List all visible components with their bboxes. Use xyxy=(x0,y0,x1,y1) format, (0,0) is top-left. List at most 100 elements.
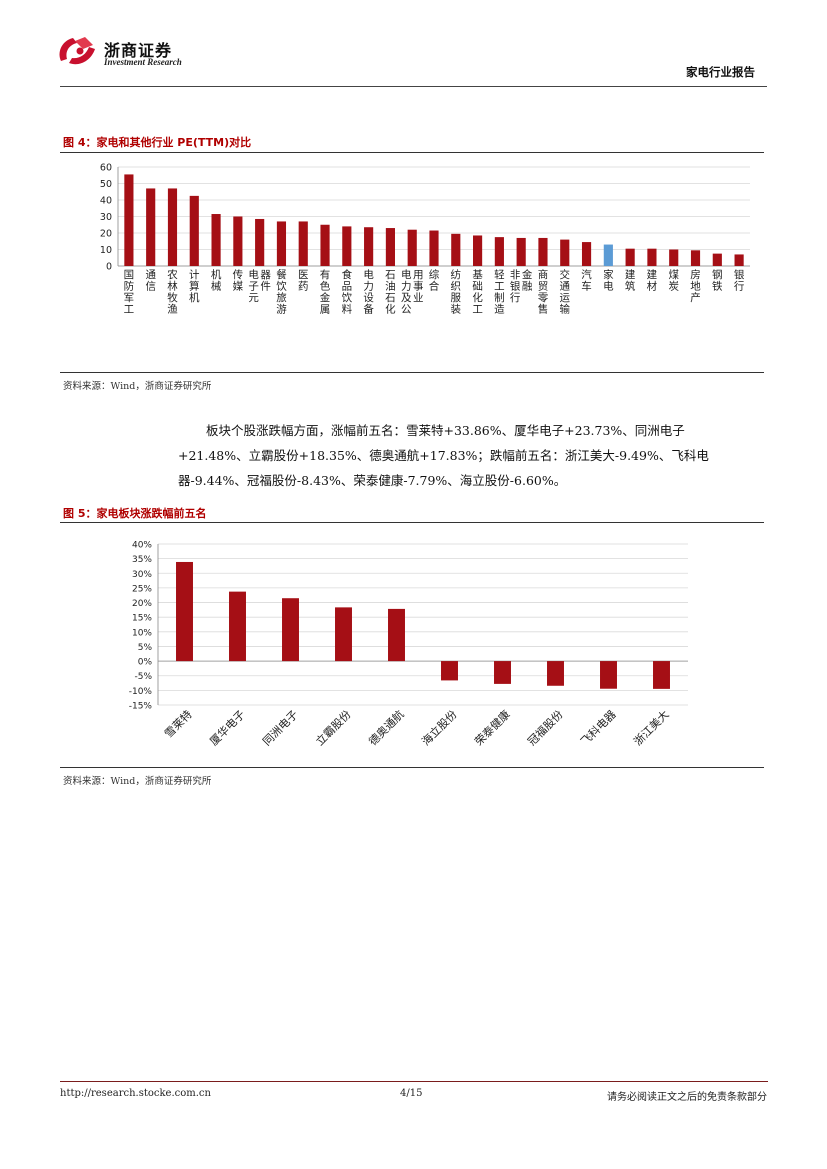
x-tick-label: 计算机 xyxy=(189,268,200,304)
bar xyxy=(653,661,670,689)
x-tick-label: 荣泰健康 xyxy=(472,707,513,748)
bar xyxy=(712,253,722,266)
y-tick-label: 30 xyxy=(100,212,112,223)
bar xyxy=(603,244,613,266)
y-tick-label: 10 xyxy=(100,245,112,256)
y-tick-label: 60 xyxy=(100,163,112,174)
x-tick-label: 机械 xyxy=(211,268,222,293)
bar xyxy=(388,608,405,662)
y-tick-label: 25% xyxy=(132,584,152,594)
x-tick-label: 冠福股份 xyxy=(525,707,566,748)
x-tick-label: 浙江美大 xyxy=(631,707,672,748)
x-tick-label: 传媒 xyxy=(233,269,244,293)
x-tick-label: 纺织服装 xyxy=(451,268,462,316)
x-tick-label: 建筑 xyxy=(625,268,636,293)
bar xyxy=(124,174,134,266)
report-type-label: 家电行业报告 xyxy=(686,65,755,79)
bar xyxy=(255,218,265,266)
footer-url-link[interactable]: http://research.stocke.com.cn xyxy=(60,1088,211,1099)
bar xyxy=(211,214,221,266)
bar xyxy=(282,598,299,662)
bar xyxy=(669,249,679,266)
x-tick-label: 基础化工 xyxy=(472,268,483,316)
header-divider xyxy=(60,86,767,87)
x-tick-label: 煤炭 xyxy=(668,268,679,293)
y-tick-label: 0% xyxy=(138,658,153,668)
brand-name: 浙商证券 xyxy=(104,41,173,60)
bar xyxy=(146,188,156,266)
brand-english-name: Investment Research xyxy=(104,57,182,67)
x-tick-label: 电力设备 xyxy=(363,268,374,316)
paragraph-line-2: +21.48%、立霸股份+18.35%、德奥通航+17.83%；跌幅前五名：浙江… xyxy=(178,448,709,463)
page-header: 浙商证券 Investment Research 家电行业报告 xyxy=(0,0,827,90)
paragraph-line-3: 器-9.44%、冠福股份-8.43%、荣泰健康-7.79%、海立股份-6.60%… xyxy=(178,473,567,488)
y-tick-label: 40% xyxy=(132,541,152,551)
x-tick-label: 商贸零售 xyxy=(538,268,549,316)
bar xyxy=(473,235,483,266)
bar xyxy=(167,188,178,266)
figure4-chart: 0 10 20 30 40 50 60 国防军工 通信农林牧渔计算机机械传媒电子元器件餐饮旅游医… xyxy=(100,163,750,316)
footer-divider xyxy=(60,1081,768,1082)
figure5-bottom-rule xyxy=(60,767,764,768)
bar xyxy=(342,226,352,266)
x-tick-label: 厦华电子 xyxy=(207,707,248,748)
x-tick-label: 海立股份 xyxy=(419,707,460,748)
x-tick-label: 电力及公 xyxy=(401,268,412,316)
y-tick-label: -5% xyxy=(134,672,152,682)
disclaimer-note: 请务必阅读正文之后的免责条款部分 xyxy=(607,1092,767,1103)
bar xyxy=(647,248,657,266)
figure5-chart: -15% -10% -5% 0% 5% 10% 15% 20% 25% 30% 35% 40% 雪莱特厦… xyxy=(129,541,688,748)
zheshang-logo-icon xyxy=(59,37,95,65)
figure4-top-rule xyxy=(60,152,764,153)
bar xyxy=(494,661,511,684)
y-tick-label: 50 xyxy=(100,179,112,190)
x-tick-label: 同洲电子 xyxy=(260,708,300,748)
bar xyxy=(560,239,570,266)
paragraph-line-1: 板块个股涨跌幅方面，涨幅前五名：雪莱特+33.86%、厦华电子+23.73%、同… xyxy=(206,423,685,438)
bar xyxy=(189,195,199,266)
x-tick-label: 交通运输 xyxy=(560,268,571,316)
bar xyxy=(600,661,617,689)
bar xyxy=(176,561,193,662)
x-tick-label: 器件 xyxy=(260,269,271,293)
x-tick-label: 用事业 xyxy=(413,269,424,304)
bar xyxy=(538,237,548,266)
x-tick-label: 国防军工 xyxy=(124,269,134,316)
body-paragraph: 板块个股涨跌幅方面，涨幅前五名：雪莱特+33.86%、厦华电子+23.73%、同… xyxy=(178,418,743,493)
bar xyxy=(320,224,330,266)
x-tick-label: 建材 xyxy=(647,268,658,293)
x-tick-label: 餐饮旅游 xyxy=(276,268,287,316)
x-tick-label: 飞科电器 xyxy=(578,707,619,748)
figure4-bottom-rule xyxy=(60,372,764,373)
bar xyxy=(451,233,461,266)
figure5-source: 资料来源：Wind，浙商证券研究所 xyxy=(63,776,212,787)
x-tick-label: 通信 xyxy=(145,269,156,293)
bar xyxy=(494,237,504,266)
x-tick-label: 综合 xyxy=(429,268,440,293)
x-tick-label: 立霸股份 xyxy=(313,707,354,748)
y-tick-label: -10% xyxy=(129,687,153,697)
x-tick-label: 食品饮料 xyxy=(342,268,353,316)
figure5-top-rule xyxy=(60,522,764,523)
x-tick-label: 家电 xyxy=(603,268,614,293)
x-tick-label: 金融 xyxy=(522,268,533,293)
x-tick-label: 有色金属 xyxy=(320,268,331,316)
bar xyxy=(547,661,564,686)
x-tick-label: 轻工制造 xyxy=(494,268,505,316)
figure4-title: 图 4：家电和其他行业 PE(TTM)对比 xyxy=(63,136,252,149)
bar xyxy=(581,242,592,266)
y-tick-label: 35% xyxy=(132,555,152,565)
y-tick-label: -15% xyxy=(129,702,153,712)
bar xyxy=(385,228,395,266)
bar xyxy=(364,227,374,266)
x-tick-label: 电子元 xyxy=(248,268,259,304)
bar xyxy=(441,661,458,681)
x-tick-label: 雪莱特 xyxy=(161,707,194,740)
page-number: 4/15 xyxy=(400,1088,423,1099)
y-tick-label: 10% xyxy=(132,628,152,638)
x-tick-label: 汽车 xyxy=(581,268,592,293)
bar xyxy=(516,237,526,266)
bar xyxy=(233,216,243,266)
y-tick-label: 20 xyxy=(100,229,112,240)
bar xyxy=(734,254,744,266)
